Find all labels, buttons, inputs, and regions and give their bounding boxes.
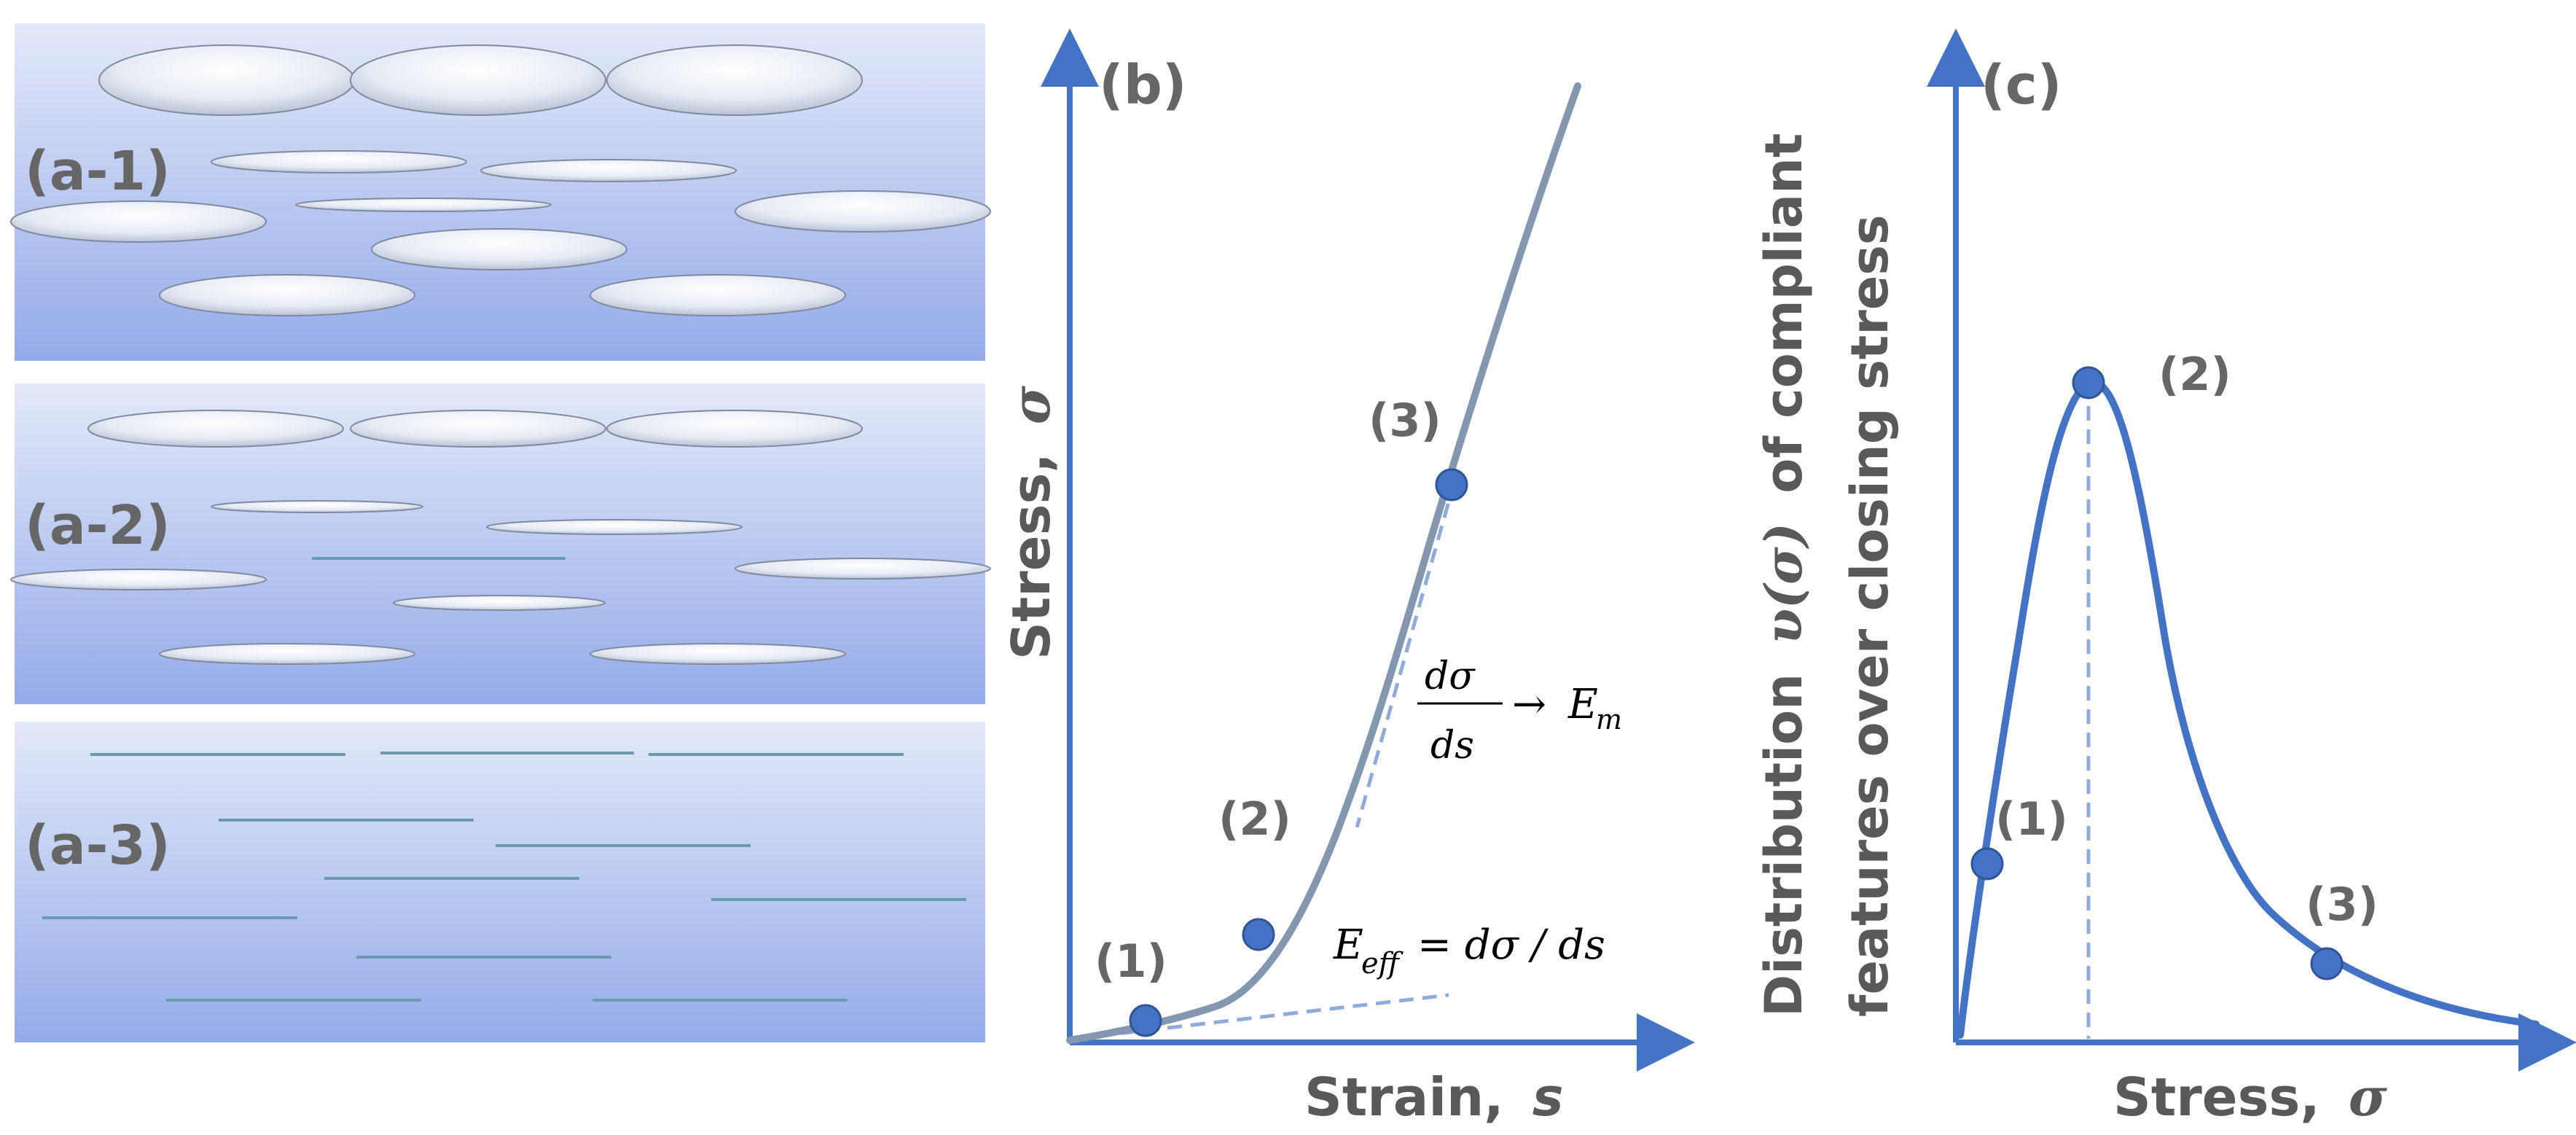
panel-b-y-axis-symbol: σ bbox=[1000, 385, 1062, 424]
eq-eff-sub: eff bbox=[1361, 947, 1404, 980]
panel-c: (c) (1) (2) (3) Distribution υ(σ) of com… bbox=[1753, 28, 2576, 1128]
panel-b-y-axis-text: Stress, bbox=[1001, 453, 1062, 660]
pore bbox=[350, 410, 606, 448]
eq-eff-E: E bbox=[1333, 921, 1363, 969]
eq-arrow: → bbox=[1512, 681, 1546, 728]
panel-a1: (a-1) bbox=[10, 23, 991, 361]
stress-strain-curve bbox=[1066, 82, 1581, 1044]
pore bbox=[295, 198, 552, 212]
pore bbox=[606, 410, 863, 448]
point-2-label: (2) bbox=[1218, 792, 1291, 846]
panel-c-x-axis-text: Stress, bbox=[2113, 1066, 2320, 1128]
panel-c-y-axis-text-a: Distribution bbox=[1754, 674, 1814, 1017]
pore bbox=[159, 643, 415, 665]
initial-tangent-dashed bbox=[1074, 993, 1449, 1041]
panel-a2-label: (a-2) bbox=[25, 494, 171, 557]
pore bbox=[87, 410, 344, 448]
panel-c-y-axis-label-line2: features over closing stress bbox=[1840, 214, 1900, 1017]
panel-b-y-axis-label: Stress, σ bbox=[1000, 385, 1062, 660]
distribution-curve bbox=[1957, 378, 2540, 1039]
point-3 bbox=[2310, 947, 2344, 980]
pore bbox=[590, 643, 846, 665]
point-2 bbox=[2072, 366, 2105, 399]
panel-a3-background bbox=[15, 722, 985, 1042]
pore bbox=[371, 228, 627, 270]
point-1 bbox=[1129, 1004, 1162, 1037]
pore bbox=[98, 44, 355, 116]
panel-b-label: (b) bbox=[1099, 54, 1187, 117]
eq-modulus-sub: m bbox=[1596, 703, 1622, 736]
panel-a3-closed-cracks bbox=[42, 752, 966, 1002]
panel-c-label: (c) bbox=[1981, 54, 2062, 117]
eq-modulus-E: E bbox=[1567, 681, 1598, 728]
point-2-label: (2) bbox=[2158, 348, 2231, 401]
point-3 bbox=[1435, 468, 1468, 502]
point-1-label: (1) bbox=[1095, 935, 1167, 988]
panel-b-x-axis-label: Strain, s bbox=[1304, 1066, 1564, 1128]
panel-c-x-axis-label: Stress, σ bbox=[2113, 1066, 2388, 1128]
panel-b-x-axis-text: Strain, bbox=[1304, 1066, 1504, 1128]
panel-a3: (a-3) bbox=[15, 722, 985, 1042]
pore bbox=[159, 274, 415, 316]
final-tangent-dashed bbox=[1355, 480, 1457, 828]
pore bbox=[735, 190, 991, 233]
pore bbox=[211, 150, 467, 173]
panel-a1-label: (a-1) bbox=[25, 140, 171, 203]
panel-a2: (a-2) bbox=[10, 383, 991, 704]
equation-modulus: dσ ds → E m bbox=[1417, 655, 1622, 768]
eq-derivative-denominator: ds bbox=[1430, 724, 1474, 768]
panel-c-y-axis-label-line1: Distribution υ(σ) of compliant bbox=[1753, 133, 1814, 1017]
panel-c-x-axis-symbol: σ bbox=[2349, 1066, 2388, 1128]
panel-a3-label: (a-3) bbox=[25, 814, 171, 877]
pore bbox=[10, 200, 267, 243]
point-2 bbox=[1242, 918, 1275, 951]
point-1-label: (1) bbox=[1995, 792, 2068, 846]
pore bbox=[480, 159, 737, 182]
pore bbox=[735, 558, 991, 580]
panel-a2-pores bbox=[10, 410, 991, 665]
pore bbox=[211, 500, 423, 513]
pore bbox=[486, 519, 743, 535]
panel-a1-pores bbox=[10, 44, 991, 316]
eq-derivative-numerator: dσ bbox=[1425, 655, 1476, 698]
point-1 bbox=[1970, 847, 2004, 881]
panel-a: (a-1) (a-2) bbox=[10, 23, 991, 1042]
point-3-label: (3) bbox=[2306, 878, 2379, 931]
pore bbox=[590, 274, 846, 316]
point-3-label: (3) bbox=[1369, 394, 1441, 447]
equation-effective: E eff = dσ / ds bbox=[1333, 921, 1605, 980]
pore bbox=[350, 44, 606, 116]
panel-b-x-axis-symbol: s bbox=[1532, 1066, 1564, 1128]
eq-eff-rhs: = dσ / ds bbox=[1417, 921, 1605, 969]
panel-c-y-axis-symbol: υ(σ) bbox=[1753, 523, 1814, 644]
panel-c-y-axis-text-b: of compliant bbox=[1754, 133, 1814, 494]
pore bbox=[10, 569, 267, 590]
pore bbox=[393, 595, 606, 611]
panel-b: (b) (1) (2) (3) dσ ds → E m E eff = dσ /… bbox=[1000, 28, 1695, 1128]
pore bbox=[606, 44, 863, 116]
